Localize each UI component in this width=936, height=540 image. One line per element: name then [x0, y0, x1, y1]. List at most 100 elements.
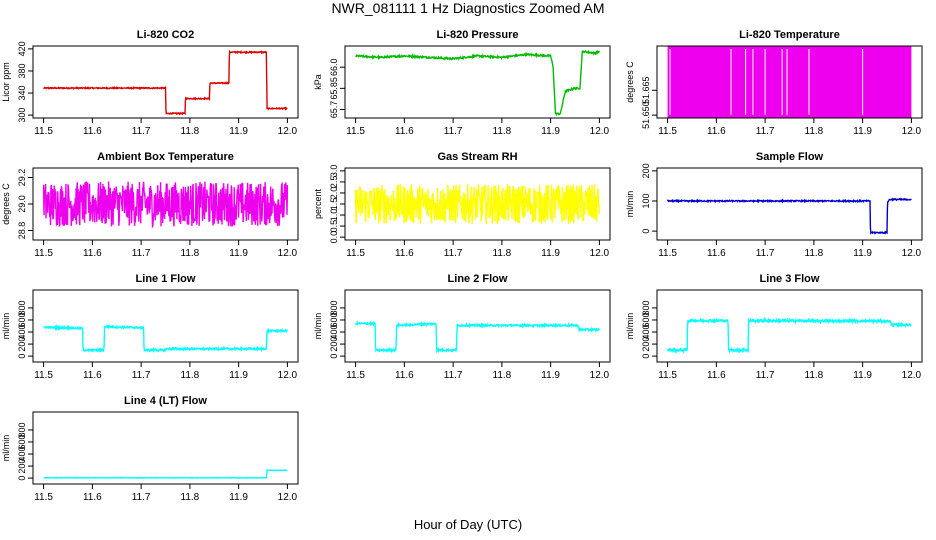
- panel-1: Li-820 CO2 11.5 11.6 11.7 11.8 11.9 12.0 300 340…: [1, 29, 299, 137]
- x-tick-label: 11.8: [181, 492, 200, 503]
- x-tick-label: 11.8: [805, 126, 824, 137]
- data-line: [43, 469, 288, 479]
- y-axis-label: degrees C: [625, 61, 635, 103]
- y-tick-label: 200: [641, 337, 651, 352]
- y-tick-label: 800: [329, 300, 339, 315]
- y-tick-label: 65.85: [329, 77, 339, 100]
- panel-title: Line 4 (LT) Flow: [124, 395, 207, 407]
- plot-frame: [32, 289, 299, 363]
- data-series: [354, 320, 600, 354]
- panel-title: Line 1 Flow: [136, 273, 196, 285]
- x-tick-label: 11.7: [132, 492, 151, 503]
- y-tick-label: 3.0: [329, 165, 339, 178]
- x-tick-label: 11.9: [229, 248, 248, 259]
- data-line: [42, 181, 289, 229]
- y-tick-label: 600: [17, 312, 27, 327]
- figure-title: NWR_081111 1 Hz Diagnostics Zoomed AM: [331, 0, 605, 16]
- y-axis-label: ml/min: [1, 313, 11, 340]
- y-tick-label: 51.665: [641, 77, 651, 105]
- panel-title: Gas Stream RH: [437, 151, 517, 163]
- x-tick-label: 11.5: [658, 248, 677, 259]
- y-tick-label: 600: [329, 312, 339, 327]
- x-tick-label: 12.0: [590, 126, 610, 137]
- x-tick-label: 11.7: [444, 370, 463, 381]
- x-tick-label: 12.0: [590, 370, 610, 381]
- data-line: [354, 320, 600, 354]
- data-line: [354, 184, 601, 224]
- figure-x-axis-label: Hour of Day (UTC): [413, 517, 523, 532]
- y-tick-label: 400: [641, 325, 651, 340]
- plot-frame: [344, 45, 611, 119]
- x-tick-label: 11.7: [132, 370, 151, 381]
- x-tick-label: 11.7: [756, 370, 775, 381]
- x-tick-label: 11.9: [853, 126, 872, 137]
- y-tick-label: 0: [641, 229, 651, 234]
- plot-frame: [32, 411, 299, 485]
- x-tick-label: 12.0: [590, 248, 610, 259]
- y-tick-label: 0: [17, 476, 27, 481]
- x-tick-label: 11.7: [132, 248, 151, 259]
- plot-frame: [32, 45, 299, 119]
- y-tick-label: 400: [17, 447, 27, 462]
- x-tick-label: 12.0: [278, 248, 298, 259]
- x-tick-label: 11.6: [395, 370, 414, 381]
- y-tick-label: 400: [329, 325, 339, 340]
- y-tick-label: 200: [641, 163, 651, 178]
- panel-title: Li-820 Pressure: [437, 29, 519, 41]
- data-band: [667, 46, 912, 118]
- y-axis-label: degrees C: [1, 183, 11, 225]
- x-tick-label: 11.9: [541, 126, 560, 137]
- panel-10: Line 4 (LT) Flow 11.5 11.6 11.7 11.8 11.9 12.0…: [1, 395, 299, 503]
- y-tick-label: 340: [17, 86, 27, 101]
- plot-frame: [344, 289, 611, 363]
- x-tick-label: 11.8: [181, 126, 200, 137]
- y-tick-label: 29.0: [17, 195, 27, 213]
- x-tick-label: 11.6: [707, 126, 726, 137]
- data-series: [355, 49, 601, 117]
- panel-title: Li-820 Temperature: [739, 29, 840, 41]
- data-line: [43, 49, 288, 116]
- panel-title: Li-820 CO2: [137, 29, 194, 41]
- plot-frame: [656, 45, 923, 119]
- panel-6: Sample Flow 11.5 11.6 11.7 11.8 11.9 12.0 0 100 2…: [625, 151, 923, 259]
- panel-5: Gas Stream RH 11.5 11.6 11.7 11.8 11.9 12.0 0.0…: [313, 151, 611, 259]
- x-tick-label: 11.9: [229, 492, 248, 503]
- y-tick-label: 400: [17, 325, 27, 340]
- panel-2: Li-820 Pressure 11.5 11.6 11.7 11.8 11.9 12.0 6…: [313, 29, 611, 137]
- x-tick-label: 12.0: [902, 248, 922, 259]
- x-tick-label: 11.6: [395, 248, 414, 259]
- x-tick-label: 12.0: [902, 370, 922, 381]
- y-tick-label: 300: [17, 108, 27, 123]
- y-tick-label: 0.5: [329, 220, 339, 233]
- panel-title: Sample Flow: [756, 151, 824, 163]
- x-tick-label: 11.6: [83, 492, 102, 503]
- data-series: [666, 197, 912, 235]
- x-tick-label: 11.9: [229, 370, 248, 381]
- x-tick-label: 11.6: [707, 248, 726, 259]
- data-series: [666, 316, 912, 354]
- y-tick-label: 2.5: [329, 176, 339, 189]
- data-series: [354, 184, 601, 224]
- data-series: [667, 46, 912, 118]
- x-tick-label: 11.7: [756, 248, 775, 259]
- y-tick-label: 800: [17, 422, 27, 437]
- x-tick-label: 11.5: [346, 248, 365, 259]
- x-tick-label: 11.8: [805, 248, 824, 259]
- x-tick-label: 12.0: [278, 126, 298, 137]
- y-axis-label: percent: [313, 188, 323, 219]
- x-tick-label: 11.9: [541, 370, 560, 381]
- x-tick-label: 11.5: [34, 370, 53, 381]
- x-tick-label: 12.0: [278, 492, 298, 503]
- data-line: [43, 324, 288, 354]
- panel-title: Line 2 Flow: [448, 273, 508, 285]
- x-tick-label: 11.7: [444, 248, 463, 259]
- y-axis-label: ml/min: [625, 191, 635, 218]
- y-tick-label: 65.7: [329, 101, 339, 119]
- x-tick-label: 11.6: [83, 126, 102, 137]
- y-tick-label: 100: [641, 193, 651, 208]
- data-series: [42, 181, 289, 229]
- x-tick-label: 11.5: [658, 370, 677, 381]
- y-tick-label: 200: [329, 337, 339, 352]
- y-axis-label: ml/min: [625, 313, 635, 340]
